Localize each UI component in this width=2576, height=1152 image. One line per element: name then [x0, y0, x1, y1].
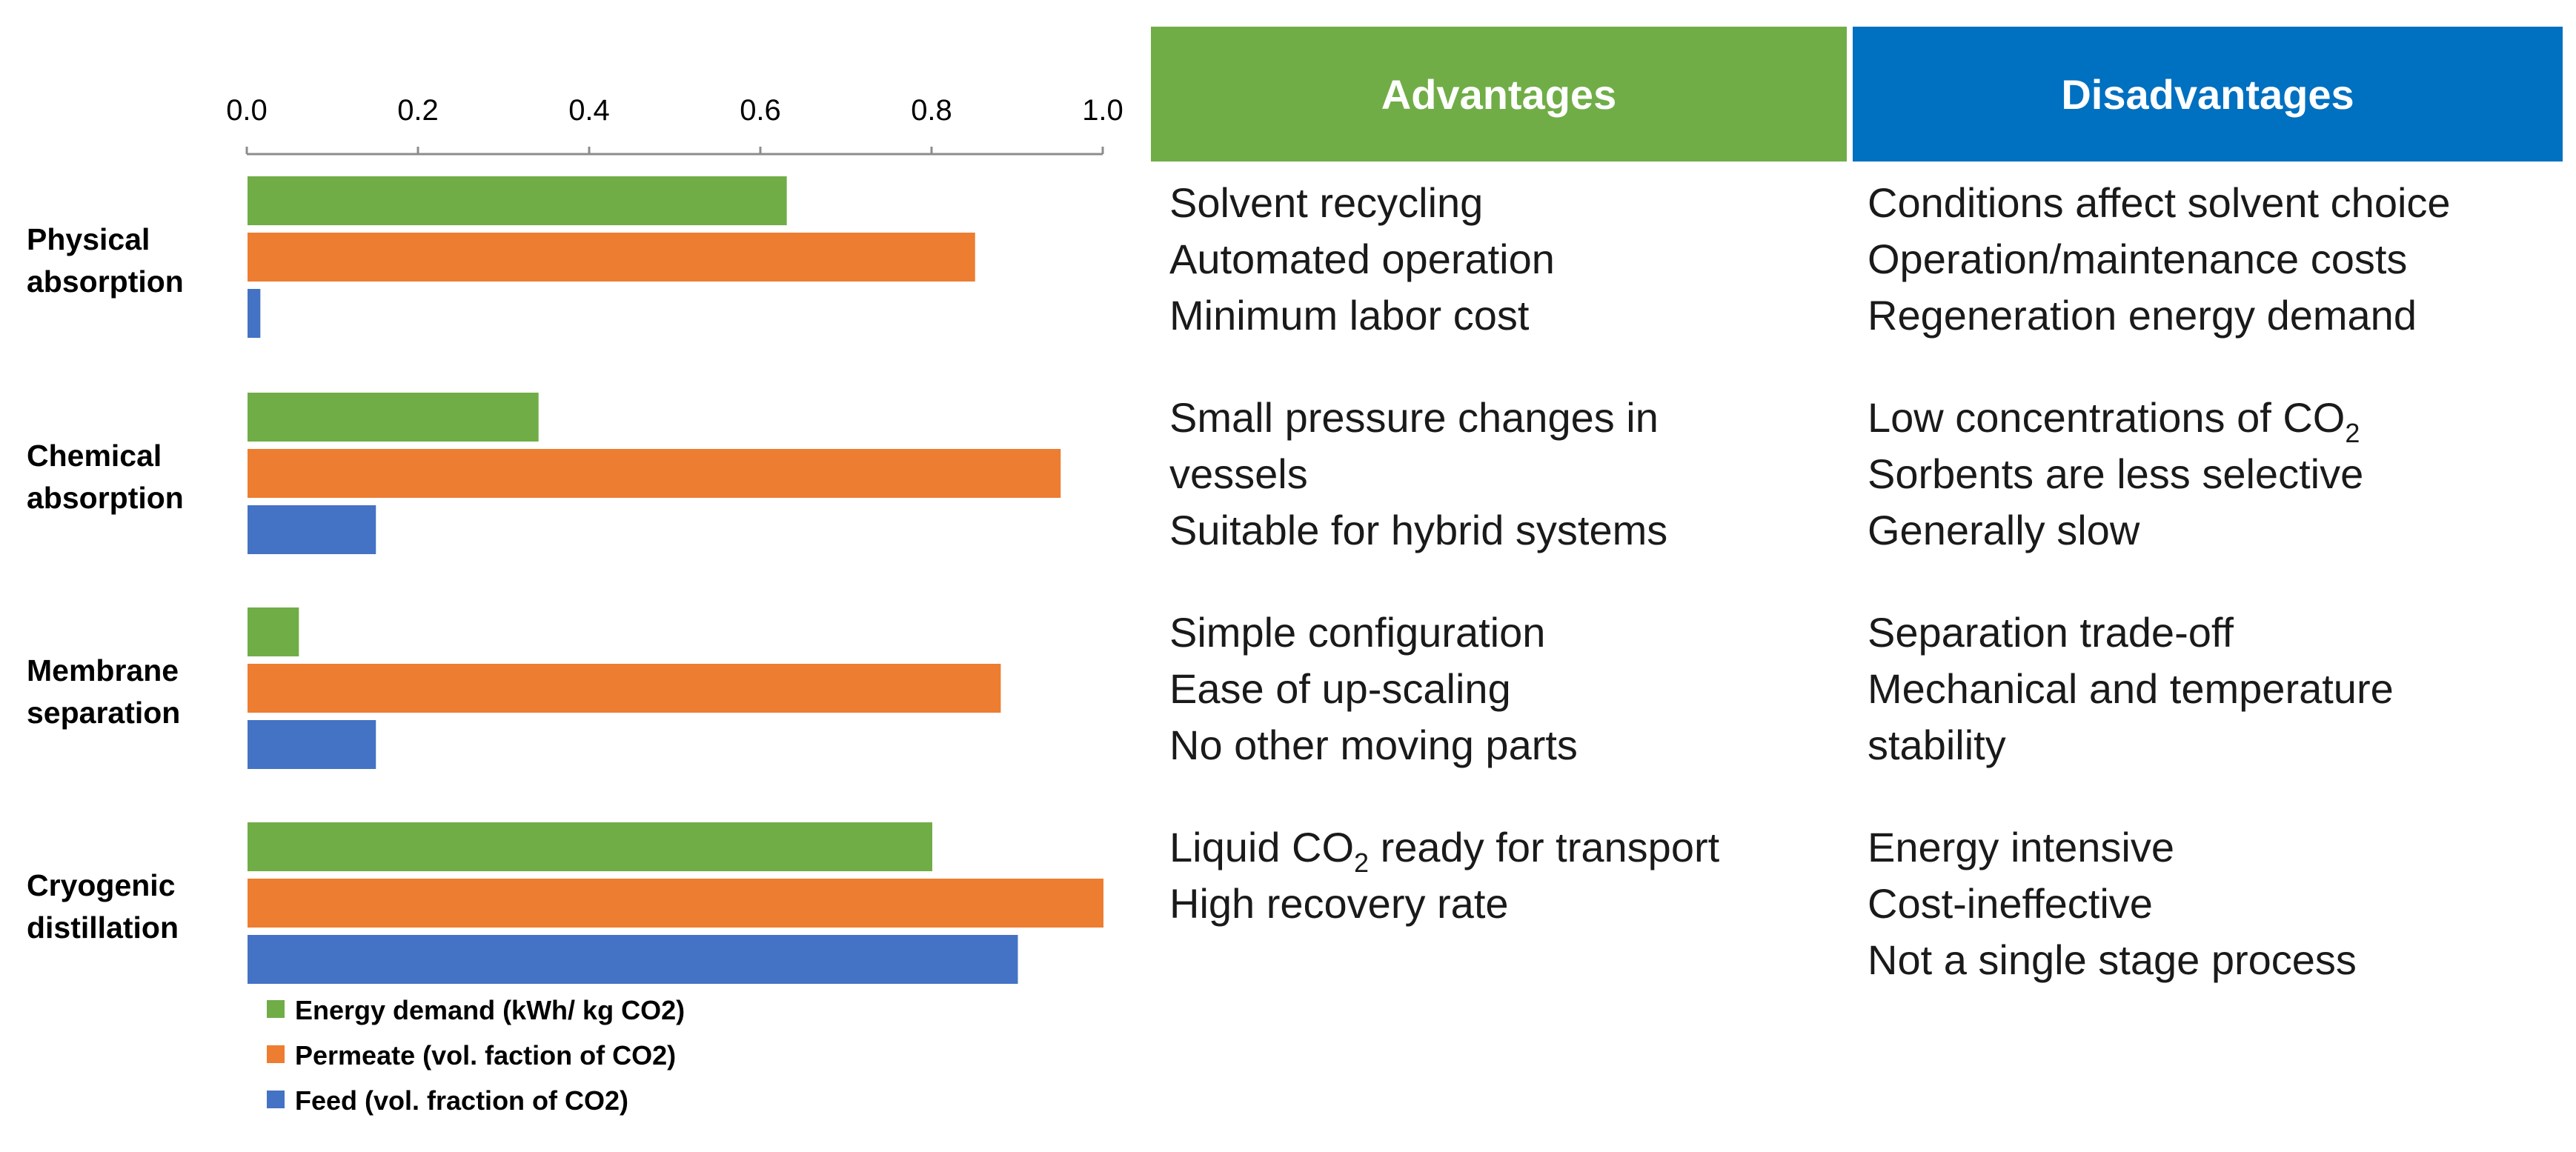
advantages-cell: Small pressure changes in vessels Suitable… — [1169, 390, 1667, 559]
advantages-cell: Liquid CO2 ready for transport High recov… — [1169, 819, 1719, 932]
advantage-item: Small pressure changes in — [1169, 394, 1659, 441]
x-tick-label: 0.2 — [397, 94, 439, 127]
bar-chart: 0.0 0.2 0.4 0.6 0.8 1.0 Physical absorption Chem… — [27, 94, 1123, 1116]
disadvantage-item: Generally slow — [1868, 507, 2140, 553]
disadvantage-item: Energy intensive — [1868, 824, 2175, 870]
x-tick-label: 1.0 — [1082, 94, 1123, 127]
x-tick-label: 0.4 — [568, 94, 610, 127]
legend-label: Feed (vol. fraction of CO2) — [295, 1085, 628, 1116]
disadvantage-item: Low concentrations of CO2 — [1868, 394, 2360, 448]
disadvantage-item: stability — [1868, 722, 2006, 768]
category-label: Chemical — [27, 439, 162, 473]
bar-energy — [248, 176, 787, 225]
legend-swatch — [267, 1091, 285, 1108]
disadvantage-item: Operation/maintenance costs — [1868, 236, 2408, 282]
advantage-item: Suitable for hybrid systems — [1169, 507, 1668, 553]
category-label: separation — [27, 696, 180, 730]
advantage-item: Ease of up-scaling — [1169, 665, 1511, 712]
disadvantage-item: Separation trade-off — [1868, 609, 2234, 656]
legend-swatch — [267, 1045, 285, 1063]
disadvantage-item: Sorbents are less selective — [1868, 450, 2364, 497]
advantage-item: Solvent recycling — [1169, 179, 1484, 226]
bar-feed — [248, 289, 261, 338]
bar-energy — [248, 822, 932, 871]
disadvantages-cell: Conditions affect solvent choice Operatio… — [1868, 175, 2451, 344]
bar-energy — [248, 607, 299, 656]
disadvantage-item: Mechanical and temperature — [1868, 665, 2394, 712]
bar-permeate — [248, 664, 1001, 713]
disadvantage-item: Regeneration energy demand — [1868, 292, 2417, 339]
disadvantages-cell: Separation trade-off Mechanical and tempe… — [1868, 605, 2394, 773]
x-tick-label: 0.6 — [740, 94, 781, 127]
advantage-item: No other moving parts — [1169, 722, 1578, 768]
advantage-item: Liquid CO2 ready for transport — [1169, 824, 1720, 878]
disadvantages-cell: Energy intensive Cost-ineffective Not a si… — [1868, 819, 2357, 988]
category-label: Membrane — [27, 653, 179, 687]
advantages-header: Advantages — [1151, 27, 1847, 162]
legend-swatch — [267, 1000, 285, 1018]
category-label: distillation — [27, 910, 179, 945]
advantage-item: Minimum labor cost — [1169, 292, 1530, 339]
bar-permeate — [248, 879, 1103, 928]
disadvantages-header: Disadvantages — [1853, 27, 2563, 162]
category-label: absorption — [27, 264, 184, 299]
disadvantage-item: Not a single stage process — [1868, 936, 2357, 983]
bar-energy — [248, 393, 539, 442]
category-label: Physical — [27, 222, 150, 256]
disadvantages-cell: Low concentrations of CO2 Sorbents are le… — [1868, 390, 2363, 559]
bar-permeate — [248, 449, 1061, 498]
legend-label: Energy demand (kWh/ kg CO2) — [295, 995, 685, 1025]
advantage-item: Simple configuration — [1169, 609, 1546, 656]
bar-feed — [248, 505, 376, 554]
x-tick-label: 0.0 — [226, 94, 268, 127]
bar-permeate — [248, 233, 975, 282]
category-label: Cryogenic — [27, 868, 176, 902]
advantage-item: High recovery rate — [1169, 880, 1509, 927]
advantages-cell: Solvent recycling Automated operation Mini… — [1169, 175, 1555, 344]
disadvantage-item: Cost-ineffective — [1868, 880, 2153, 927]
advantage-item: vessels — [1169, 450, 1308, 497]
category-label: absorption — [27, 481, 184, 515]
bar-feed — [248, 720, 376, 769]
advantage-item: Automated operation — [1169, 236, 1555, 282]
advantages-cell: Simple configuration Ease of up-scaling No… — [1169, 605, 1578, 773]
disadvantage-item: Conditions affect solvent choice — [1868, 179, 2451, 226]
x-tick-label: 0.8 — [911, 94, 952, 127]
bar-feed — [248, 935, 1018, 984]
legend-label: Permeate (vol. faction of CO2) — [295, 1040, 676, 1071]
